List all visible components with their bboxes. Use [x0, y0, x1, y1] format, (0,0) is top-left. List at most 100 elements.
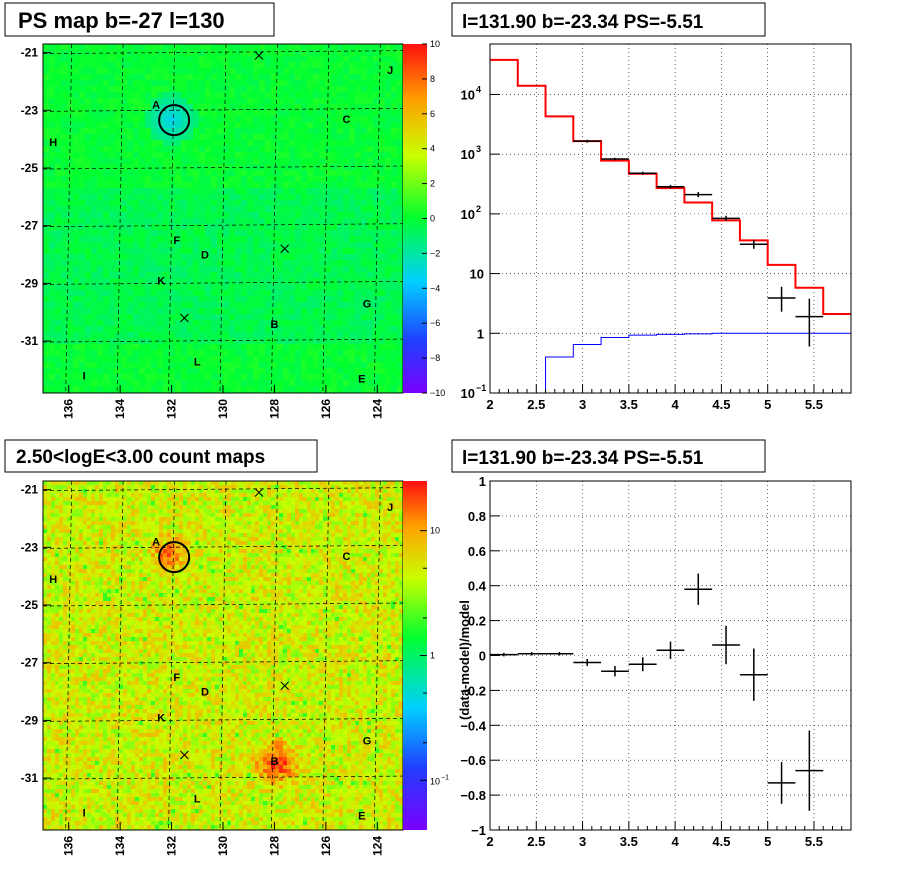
- tl-heatmap-cell: [199, 80, 205, 86]
- bl-heatmap-cell: [371, 489, 375, 493]
- tl-heatmap-cell: [145, 212, 151, 218]
- bl-heatmap-cell: [375, 493, 379, 497]
- tl-heatmap-cell: [205, 242, 211, 248]
- tl-heatmap-cell: [79, 260, 85, 266]
- bl-heatmap-cell: [187, 501, 191, 505]
- tl-heatmap-cell: [289, 146, 295, 152]
- tl-heatmap-cell: [277, 374, 283, 380]
- tl-heatmap-cell: [121, 128, 127, 134]
- tl-heatmap-cell: [355, 110, 361, 116]
- tl-heatmap-cell: [103, 308, 109, 314]
- tl-heatmap-cell: [391, 164, 397, 170]
- bl-heatmap-cell: [187, 509, 191, 513]
- tl-heatmap-cell: [331, 326, 337, 332]
- bl-heatmap-cell: [247, 493, 251, 497]
- tl-heatmap-cell: [199, 194, 205, 200]
- tl-heatmap-cell: [163, 338, 169, 344]
- tl-heatmap-cell: [55, 92, 61, 98]
- tl-heatmap-cell: [109, 194, 115, 200]
- bl-heatmap-cell: [147, 525, 151, 529]
- tl-heatmap-cell: [67, 98, 73, 104]
- tl-heatmap-cell: [145, 68, 151, 74]
- tl-heatmap-cell: [373, 386, 379, 392]
- tl-heatmap-cell: [355, 116, 361, 122]
- bl-heatmap-cell: [387, 517, 391, 521]
- tl-heatmap-cell: [91, 188, 97, 194]
- bl-heatmap-cell: [163, 493, 167, 497]
- tl-heatmap-cell: [319, 116, 325, 122]
- bl-heatmap-cell: [131, 533, 135, 537]
- tl-heatmap-cell: [355, 104, 361, 110]
- tl-heatmap-cell: [217, 332, 223, 338]
- tl-heatmap-cell: [283, 332, 289, 338]
- bl-heatmap-cell: [283, 481, 287, 485]
- bl-heatmap-cell: [319, 485, 323, 489]
- tl-heatmap-cell: [343, 350, 349, 356]
- bl-heatmap-cell: [243, 505, 247, 509]
- tl-heatmap-cell: [73, 104, 79, 110]
- tl-heatmap-cell: [337, 356, 343, 362]
- tl-heatmap-cell: [199, 338, 205, 344]
- bl-heatmap-cell: [327, 505, 331, 509]
- tl-heatmap-cell: [133, 110, 139, 116]
- bl-heatmap-cell: [119, 501, 123, 505]
- tl-heatmap-cell: [319, 278, 325, 284]
- bl-heatmap-cell: [275, 481, 279, 485]
- tl-heatmap-cell: [61, 374, 67, 380]
- tl-heatmap-cell: [97, 62, 103, 68]
- tl-heatmap-cell: [199, 152, 205, 158]
- tl-heatmap-cell: [67, 56, 73, 62]
- bl-heatmap-cell: [243, 485, 247, 489]
- tl-heatmap-cell: [49, 380, 55, 386]
- bl-heatmap-cell: [191, 529, 195, 533]
- tl-heatmap-cell: [325, 152, 331, 158]
- tl-heatmap-cell: [79, 152, 85, 158]
- bl-heatmap-cell: [99, 513, 103, 517]
- tl-heatmap-cell: [187, 242, 193, 248]
- bl-heatmap-cell: [115, 497, 119, 501]
- tl-heatmap-cell: [361, 278, 367, 284]
- tl-heatmap-cell: [265, 272, 271, 278]
- bl-heatmap-cell: [151, 485, 155, 489]
- tl-heatmap-cell: [127, 302, 133, 308]
- tl-heatmap-cell: [241, 170, 247, 176]
- bl-heatmap-cell: [55, 493, 59, 497]
- tl-heatmap-cell: [271, 308, 277, 314]
- bl-heatmap-cell: [195, 513, 199, 517]
- tl-heatmap-cell: [319, 200, 325, 206]
- tl-heatmap-cell: [175, 368, 181, 374]
- tl-heatmap-cell: [343, 80, 349, 86]
- tl-heatmap-cell: [73, 140, 79, 146]
- bl-heatmap-cell: [83, 505, 87, 509]
- tl-heatmap-cell: [109, 386, 115, 392]
- tl-heatmap-cell: [295, 122, 301, 128]
- bl-heatmap-cell: [63, 493, 67, 497]
- bl-heatmap-cell: [139, 501, 143, 505]
- tl-heatmap-cell: [43, 344, 49, 350]
- tl-heatmap-cell: [91, 200, 97, 206]
- tl-heatmap-cell: [157, 230, 163, 236]
- tl-heatmap-cell: [391, 386, 397, 392]
- tl-heatmap-cell: [241, 128, 247, 134]
- spectrum-y-tick-label: 10: [461, 87, 475, 102]
- tl-heatmap-cell: [229, 140, 235, 146]
- tl-heatmap-cell: [379, 140, 385, 146]
- bl-heatmap-cell: [127, 525, 131, 529]
- tl-heatmap-cell: [67, 92, 73, 98]
- bl-heatmap-cell: [47, 481, 51, 485]
- tl-heatmap-cell: [151, 200, 157, 206]
- tl-heatmap-cell: [193, 104, 199, 110]
- bl-heatmap-cell: [291, 497, 295, 501]
- bl-heatmap-cell: [315, 509, 319, 513]
- tl-heatmap-cell: [151, 356, 157, 362]
- tl-heatmap-cell: [325, 242, 331, 248]
- bl-heatmap-cell: [239, 481, 243, 485]
- bl-heatmap-cell: [399, 533, 403, 537]
- bl-heatmap-cell: [207, 481, 211, 485]
- tl-heatmap-cell: [307, 380, 313, 386]
- bl-heatmap-cell: [259, 497, 263, 501]
- tl-heatmap-cell: [229, 308, 235, 314]
- tl-heatmap-cell: [61, 278, 67, 284]
- bl-heatmap-cell: [331, 489, 335, 493]
- tl-heatmap-cell: [175, 344, 181, 350]
